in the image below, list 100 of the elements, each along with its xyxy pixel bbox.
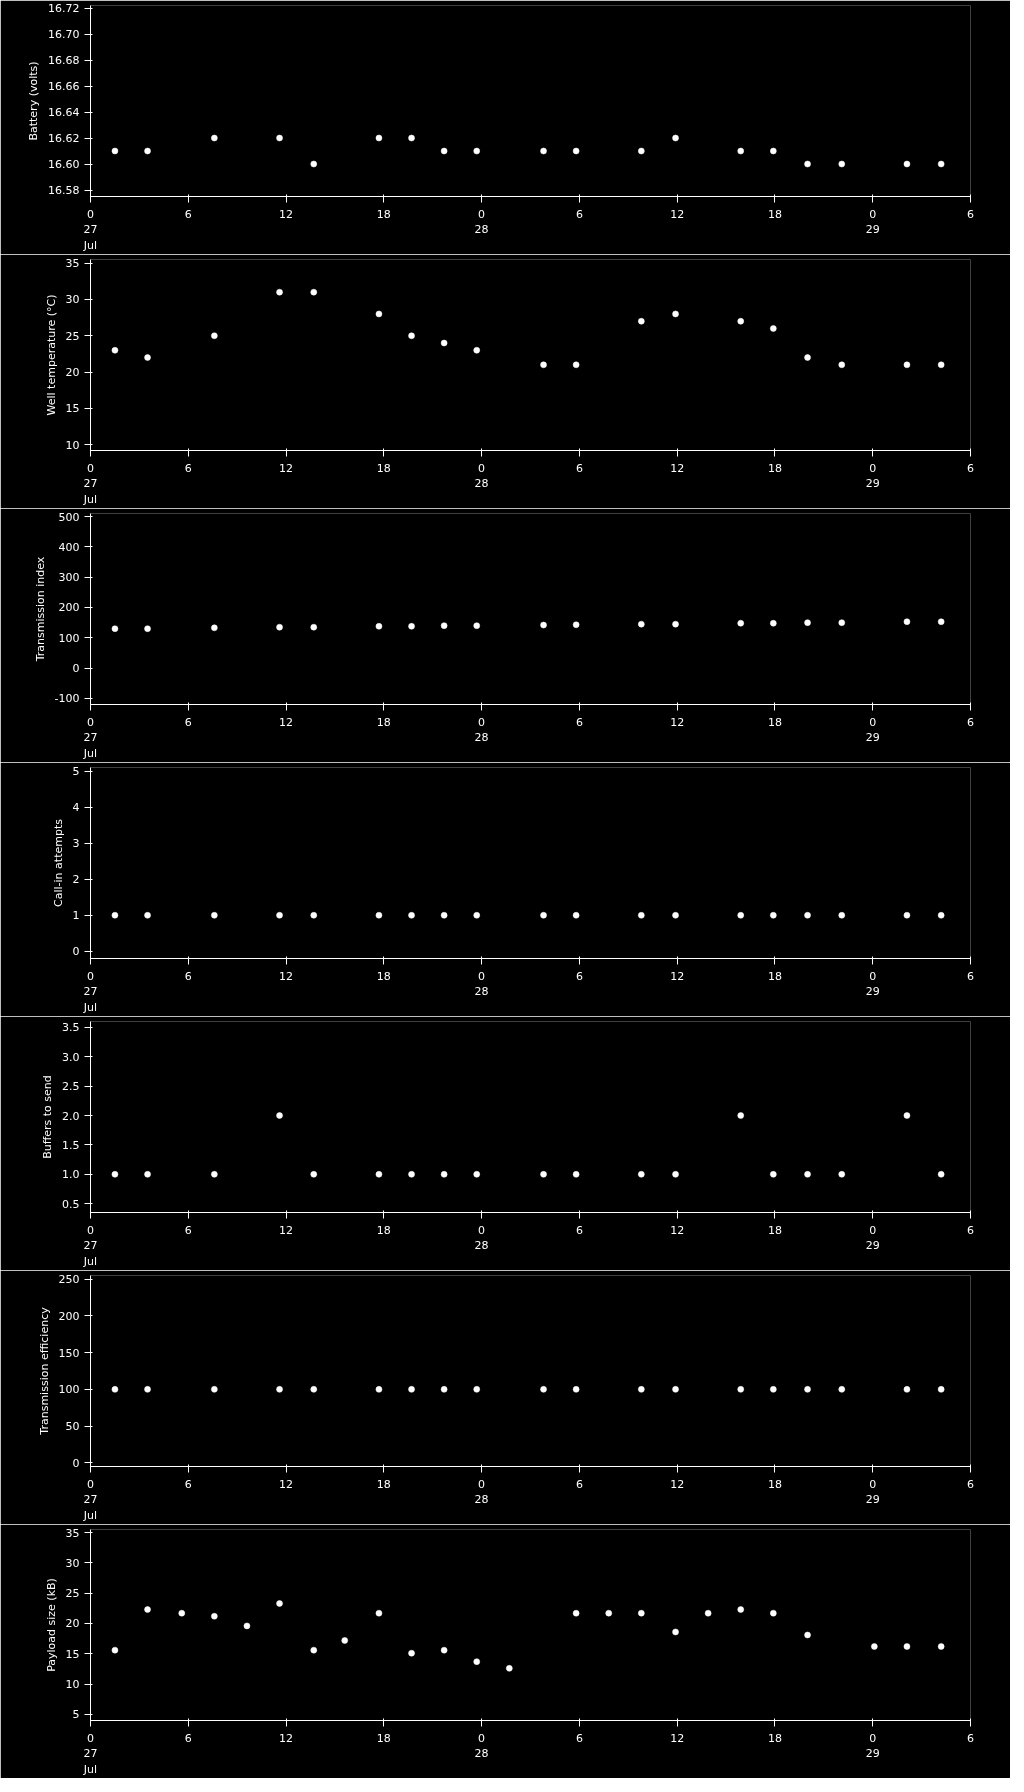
y-tick-label: 25 xyxy=(65,329,80,343)
x-tick-label: 12 xyxy=(279,1223,294,1237)
x-tick-label: 6 xyxy=(967,969,974,983)
y-tick-label: 15 xyxy=(65,1647,80,1661)
x-tick-label: 0 28 xyxy=(474,969,489,999)
x-tick-label: 0 27 Jul xyxy=(82,715,98,760)
x-tick-label: 0 29 xyxy=(865,1223,880,1253)
y-tick-label: 16.66 xyxy=(48,80,80,94)
y-tick-label: 35 xyxy=(65,1526,80,1540)
y-tick-label: 0 xyxy=(72,1456,80,1470)
x-tick-label: 6 xyxy=(967,207,974,221)
x-tick-label: 12 xyxy=(670,1223,685,1237)
x-tick-label: 18 xyxy=(767,715,782,729)
y-axis-title: Call-in attempts xyxy=(51,818,65,907)
y-tick-label: 2 xyxy=(72,873,80,887)
y-tick-label: 16.68 xyxy=(48,54,80,68)
y-tick-label: 500 xyxy=(58,510,80,524)
y-axis-title: Transmission index xyxy=(33,556,47,663)
y-tick-label: 2.0 xyxy=(62,1109,80,1123)
y-axis-title: Payload size (kB) xyxy=(44,1578,58,1672)
x-tick-label: 12 xyxy=(670,207,685,221)
x-tick-label: 0 27 Jul xyxy=(82,207,98,252)
x-tick-label: 12 xyxy=(279,715,294,729)
x-tick-label: 0 29 xyxy=(865,207,880,237)
y-tick-label: 16.72 xyxy=(48,2,80,16)
x-tick-label: 18 xyxy=(376,715,391,729)
x-tick-label: 0 29 xyxy=(865,715,880,745)
y-tick-label: 1.0 xyxy=(62,1168,80,1182)
y-tick-label: 16.62 xyxy=(48,132,80,146)
x-tick-label: 12 xyxy=(670,1477,685,1491)
y-tick-label: 150 xyxy=(58,1346,80,1360)
y-tick-label: 200 xyxy=(58,1309,80,1323)
x-tick-label: 6 xyxy=(184,207,192,221)
x-tick-label: 0 28 xyxy=(474,207,489,237)
y-tick-label: 250 xyxy=(58,1273,80,1287)
x-tick-label: 0 27 Jul xyxy=(82,1477,98,1522)
x-tick-label: 6 xyxy=(967,461,974,475)
x-tick-label: 12 xyxy=(279,207,294,221)
x-tick-label: 0 27 Jul xyxy=(82,1731,98,1776)
x-tick-label: 12 xyxy=(670,715,685,729)
x-tick-label: 6 xyxy=(575,461,583,475)
y-tick-label: 1.5 xyxy=(62,1138,80,1152)
x-tick-label: 0 29 xyxy=(865,1731,880,1761)
x-tick-label: 18 xyxy=(376,1477,391,1491)
x-tick-label: 6 xyxy=(575,1477,583,1491)
x-tick-label: 18 xyxy=(376,1731,391,1745)
x-tick-label: 6 xyxy=(967,1731,974,1745)
x-tick-label: 0 28 xyxy=(474,715,489,745)
x-tick-label: 18 xyxy=(767,207,782,221)
y-tick-label: 400 xyxy=(58,540,80,554)
y-tick-label: -100 xyxy=(54,692,80,706)
x-tick-label: 18 xyxy=(767,1731,782,1745)
y-tick-label: 35 xyxy=(65,257,80,271)
y-tick-label: 3.5 xyxy=(62,1021,80,1035)
x-tick-label: 12 xyxy=(279,1477,294,1491)
x-tick-label: 18 xyxy=(376,1223,391,1237)
x-tick-label: 6 xyxy=(575,207,583,221)
y-tick-label: 100 xyxy=(58,1383,80,1397)
x-tick-label: 6 xyxy=(184,1477,192,1491)
x-tick-label: 0 27 Jul xyxy=(82,461,98,506)
x-tick-label: 6 xyxy=(184,1223,192,1237)
y-tick-label: 16.64 xyxy=(48,106,80,120)
y-tick-label: 30 xyxy=(65,293,80,307)
x-tick-label: 12 xyxy=(279,969,294,983)
x-tick-label: 18 xyxy=(376,461,391,475)
x-tick-label: 0 28 xyxy=(474,1731,489,1761)
y-tick-label: 100 xyxy=(58,631,80,645)
x-tick-label: 12 xyxy=(670,969,685,983)
x-tick-label: 0 27 Jul xyxy=(82,1223,98,1268)
x-tick-label: 18 xyxy=(767,969,782,983)
x-tick-label: 0 29 xyxy=(865,1477,880,1507)
x-tick-label: 6 xyxy=(575,969,583,983)
x-tick-label: 0 28 xyxy=(474,461,489,491)
x-tick-label: 12 xyxy=(279,1731,294,1745)
y-tick-label: 20 xyxy=(65,1617,80,1631)
y-tick-label: 1 xyxy=(72,909,80,923)
x-tick-label: 18 xyxy=(376,207,391,221)
y-axis-title: Transmission efficiency xyxy=(37,1306,51,1436)
x-tick-label: 0 29 xyxy=(865,461,880,491)
y-tick-label: 50 xyxy=(65,1420,80,1434)
y-tick-label: 10 xyxy=(65,438,80,452)
x-tick-label: 6 xyxy=(967,1477,974,1491)
y-tick-label: 16.58 xyxy=(48,184,80,197)
x-tick-label: 6 xyxy=(575,1731,583,1745)
y-axis-title: Battery (volts) xyxy=(27,61,41,141)
y-tick-label: 30 xyxy=(65,1556,80,1570)
x-tick-label: 6 xyxy=(184,1731,192,1745)
x-tick-label: 6 xyxy=(575,1223,583,1237)
x-tick-label: 6 xyxy=(967,715,974,729)
x-tick-label: 0 28 xyxy=(474,1223,489,1253)
y-tick-label: 0 xyxy=(72,945,80,959)
y-tick-label: 2.5 xyxy=(62,1080,80,1094)
x-tick-label: 6 xyxy=(575,715,583,729)
x-tick-label: 6 xyxy=(184,461,192,475)
y-tick-label: 5 xyxy=(72,1708,80,1722)
y-tick-label: 300 xyxy=(58,571,80,585)
x-tick-label: 18 xyxy=(767,1477,782,1491)
y-tick-label: 0 xyxy=(72,662,80,676)
x-tick-label: 6 xyxy=(184,715,192,729)
y-tick-label: 15 xyxy=(65,402,80,416)
